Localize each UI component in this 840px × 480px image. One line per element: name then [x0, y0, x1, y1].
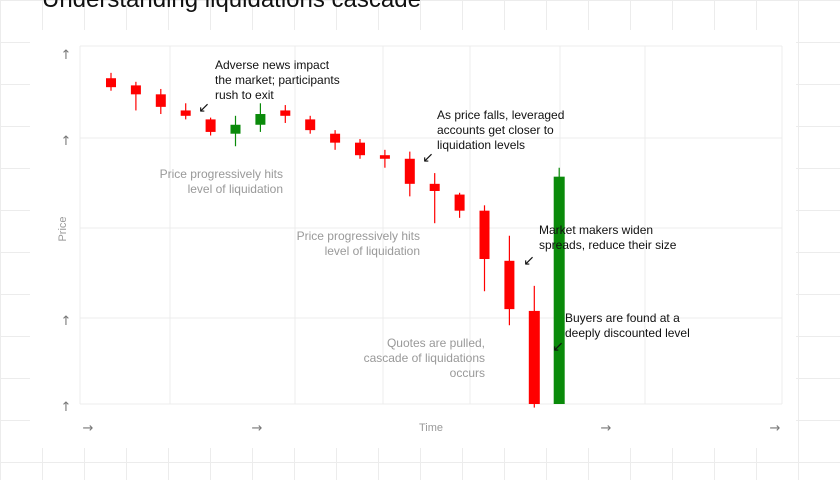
annotation-text: deeply discounted level: [565, 326, 690, 340]
candle-body: [155, 94, 166, 107]
chart-title: Understanding liquidations cascade: [42, 0, 421, 14]
annotation-arrow-icon: ↙: [552, 339, 564, 355]
y-tick-label: ↑: [61, 314, 72, 329]
y-tick-label: ↑: [61, 400, 72, 415]
candle-body: [429, 183, 440, 191]
annotation-arrow-icon: ↙: [422, 150, 434, 166]
candlestick-chart: ↑ ↑ ↑ ↑ → → → → Time Price Adverse news impactthe …: [57, 45, 783, 436]
candle-body: [528, 310, 540, 404]
annotation-text: the market; participants: [215, 73, 340, 87]
annotation-text: cascade of liquidations: [364, 351, 485, 365]
candle-body: [404, 158, 415, 184]
candle-body: [130, 85, 141, 95]
annotation-text: accounts get closer to: [437, 123, 554, 137]
annotation-text: level of liquidation: [188, 182, 283, 196]
y-tick-label: ↑: [61, 134, 72, 149]
candle-body: [454, 194, 465, 211]
candle-body: [106, 78, 116, 88]
annotation-text: Quotes are pulled,: [387, 336, 485, 350]
annotation-text: spreads, reduce their size: [539, 238, 677, 252]
x-tick-label: →: [83, 421, 94, 436]
candle-body: [180, 110, 191, 116]
candle-body: [553, 176, 565, 404]
annotation-arrow-icon: ↙: [198, 100, 210, 116]
x-axis-label: Time: [419, 422, 443, 434]
x-tick-label: →: [601, 421, 612, 436]
annotation-arrow-icon: ↙: [523, 253, 535, 269]
candle-body: [280, 110, 291, 116]
annotation-text: As price falls, leveraged: [437, 108, 564, 122]
candle-body: [230, 124, 241, 134]
annotation-text: rush to exit: [215, 88, 274, 102]
x-tick-label: →: [770, 421, 781, 436]
candle-body: [355, 142, 365, 156]
candle-body: [305, 119, 316, 131]
candle-body: [504, 260, 515, 310]
annotation-text: Market makers widen: [539, 223, 653, 237]
x-tick-label: →: [252, 421, 263, 436]
annotation-text: liquidation levels: [437, 138, 525, 152]
annotation-text: Buyers are found at a: [565, 311, 680, 325]
annotation-text: Price progressively hits: [297, 229, 420, 243]
candle-body: [379, 155, 390, 159]
candle-body: [330, 133, 341, 143]
candle-body: [205, 119, 216, 132]
annotation-text: Adverse news impact: [215, 58, 330, 72]
annotation-text: level of liquidation: [325, 244, 420, 258]
annotation-text: occurs: [450, 366, 485, 380]
candle-body: [479, 210, 490, 260]
annotation-text: Price progressively hits: [160, 167, 283, 181]
candle-body: [255, 114, 266, 125]
chart-panel: ↑ ↑ ↑ ↑ → → → → Time Price Adverse news impact the …: [30, 30, 796, 448]
y-tick-label: ↑: [61, 48, 72, 63]
y-axis-label: Price: [57, 216, 69, 241]
